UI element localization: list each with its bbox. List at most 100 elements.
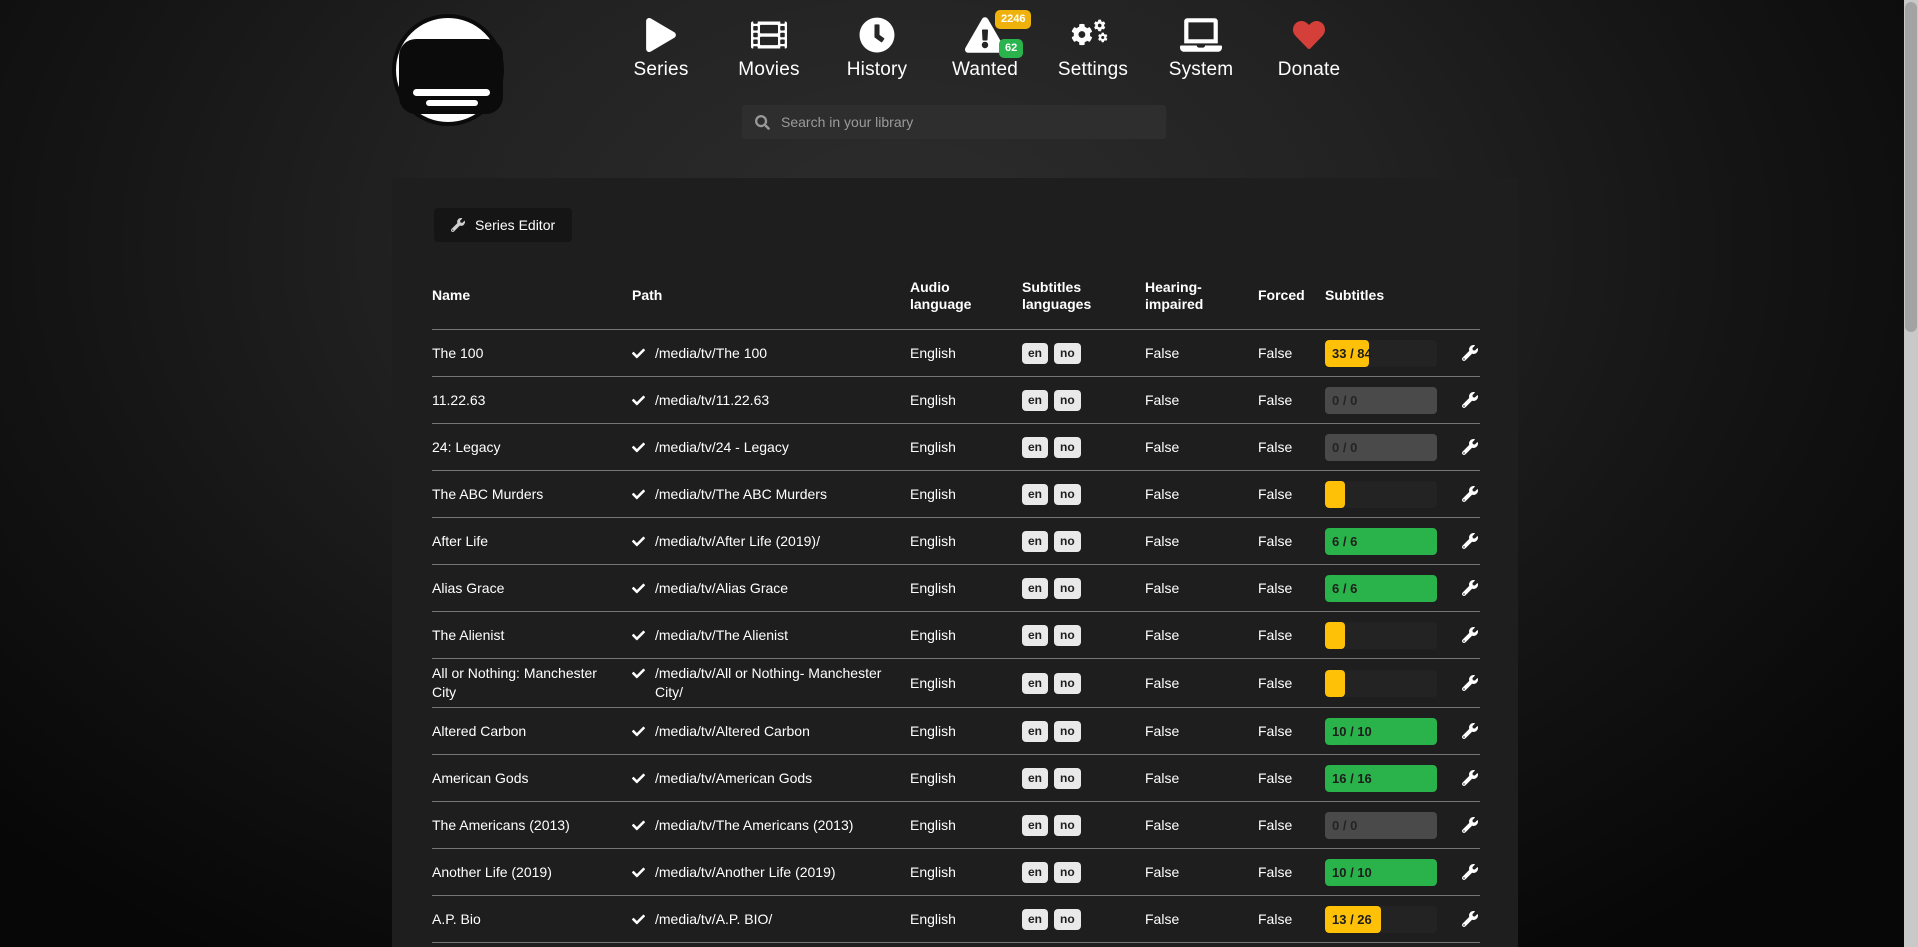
wrench-icon [1462, 723, 1478, 739]
series-name: A.P. Bio [432, 910, 481, 927]
series-editor-button[interactable]: Series Editor [434, 208, 573, 242]
forced-value: False [1258, 816, 1293, 833]
row-actions [1460, 578, 1480, 598]
language-badge: no [1054, 436, 1081, 458]
language-badge: en [1022, 624, 1049, 646]
column-header-forced: Forced [1258, 287, 1305, 303]
language-badge: en [1022, 483, 1049, 505]
subtitles-languages: en no [1022, 342, 1145, 364]
nav-item-movies[interactable]: Movies [715, 6, 823, 98]
language-badge: en [1022, 767, 1049, 789]
progress-label: 0 / 0 [1332, 392, 1358, 408]
progress-fill [1325, 669, 1346, 697]
hearing-impaired-value: False [1145, 532, 1180, 549]
edit-series-button[interactable] [1460, 343, 1480, 363]
language-badge: no [1054, 389, 1081, 411]
row-actions [1460, 531, 1480, 551]
series-path: /media/tv/Altered Carbon [632, 722, 910, 741]
series-path: /media/tv/All or Nothing- Manchester Cit… [632, 664, 910, 702]
edit-series-button[interactable] [1460, 721, 1480, 741]
bazarr-logo[interactable] [392, 14, 504, 126]
subtitles-progress-bar: 0 / 0 [1325, 386, 1437, 414]
edit-series-button[interactable] [1460, 578, 1480, 598]
progress-label: 6 / 6 [1332, 580, 1358, 596]
nav-label: Movies [738, 59, 800, 80]
audio-language: English [910, 722, 956, 739]
edit-series-button[interactable] [1460, 437, 1480, 457]
subtitles-progress-cell [1325, 480, 1460, 508]
hearing-impaired-value: False [1145, 863, 1180, 880]
progress-label: 16 / 16 [1332, 770, 1372, 786]
progress-fill [1325, 905, 1381, 933]
subtitles-progress-cell: 0 / 0 [1325, 433, 1460, 461]
language-badge: en [1022, 720, 1049, 742]
language-badge: no [1054, 483, 1081, 505]
wrench-icon [1462, 439, 1478, 455]
series-name: The 100 [432, 344, 484, 361]
edit-series-button[interactable] [1460, 625, 1480, 645]
edit-series-button[interactable] [1460, 909, 1480, 929]
subtitles-progress-bar: 6 / 6 [1325, 574, 1437, 602]
edit-series-button[interactable] [1460, 815, 1480, 835]
subtitles-progress-cell [1325, 669, 1460, 697]
hearing-impaired-value: False [1145, 769, 1180, 786]
audio-language: English [910, 532, 956, 549]
subtitles-progress-cell [1325, 621, 1460, 649]
nav-item-donate[interactable]: Donate [1255, 6, 1363, 98]
page-scrollbar[interactable] [1904, 0, 1918, 947]
scrollbar-thumb[interactable] [1905, 2, 1917, 332]
edit-series-button[interactable] [1460, 390, 1480, 410]
check-icon [632, 914, 645, 924]
language-badge: no [1054, 577, 1081, 599]
subtitles-progress-cell: 0 / 0 [1325, 811, 1460, 839]
nav-item-series[interactable]: Series [607, 6, 715, 98]
forced-value: False [1258, 391, 1293, 408]
subtitles-languages: en no [1022, 389, 1145, 411]
series-path: /media/tv/The Americans (2013) [632, 816, 910, 835]
audio-language: English [910, 626, 956, 643]
subtitles-progress-bar [1325, 669, 1437, 697]
edit-series-button[interactable] [1460, 862, 1480, 882]
table-row: American Gods/media/tv/American Gods Engl… [432, 755, 1480, 802]
subtitles-languages: en no [1022, 814, 1145, 836]
series-name: American Gods [432, 769, 529, 786]
nav-item-wanted[interactable]: Wanted 2246 62 [931, 6, 1039, 98]
progress-fill [1325, 574, 1437, 602]
check-icon [632, 668, 645, 679]
hearing-impaired-value: False [1145, 626, 1180, 643]
edit-series-button[interactable] [1460, 673, 1480, 693]
forced-value: False [1258, 626, 1293, 643]
edit-series-button[interactable] [1460, 484, 1480, 504]
nav-item-system[interactable]: System [1147, 6, 1255, 98]
progress-fill [1325, 621, 1346, 649]
forced-value: False [1258, 485, 1293, 502]
nav-label: System [1168, 59, 1234, 80]
nav-label: Settings [1057, 59, 1129, 80]
subtitles-progress-bar: 33 / 84 [1325, 339, 1437, 367]
table-row: Another Life (2019) /media/tv/Another Lif… [432, 849, 1480, 896]
series-name: The Alienist [432, 626, 505, 643]
edit-series-button[interactable] [1460, 768, 1480, 788]
audio-language: English [910, 816, 956, 833]
nav-item-history[interactable]: History [823, 6, 931, 98]
forced-value: False [1258, 344, 1293, 361]
row-actions [1460, 768, 1480, 788]
nav-item-settings[interactable]: Settings [1039, 6, 1147, 98]
library-search [742, 105, 1166, 139]
wanted-movies-count-badge: 62 [999, 39, 1024, 58]
language-badge: en [1022, 389, 1049, 411]
search-input[interactable] [781, 114, 1153, 130]
audio-language: English [910, 438, 956, 455]
series-name: Another Life (2019) [432, 863, 552, 880]
column-header-hearing-impaired: Hearing-impaired [1145, 278, 1204, 312]
check-icon [632, 442, 645, 452]
subtitles-progress-bar: 13 / 26 [1325, 905, 1437, 933]
series-name: 11.22.63 [432, 391, 486, 408]
edit-series-button[interactable] [1460, 531, 1480, 551]
column-header-subtitles-languages: Subtitles languages [1022, 278, 1092, 312]
audio-language: English [910, 674, 956, 691]
series-name: Altered Carbon [432, 722, 527, 739]
wrench-icon [1462, 675, 1478, 691]
forced-value: False [1258, 674, 1293, 691]
language-badge: en [1022, 908, 1049, 930]
